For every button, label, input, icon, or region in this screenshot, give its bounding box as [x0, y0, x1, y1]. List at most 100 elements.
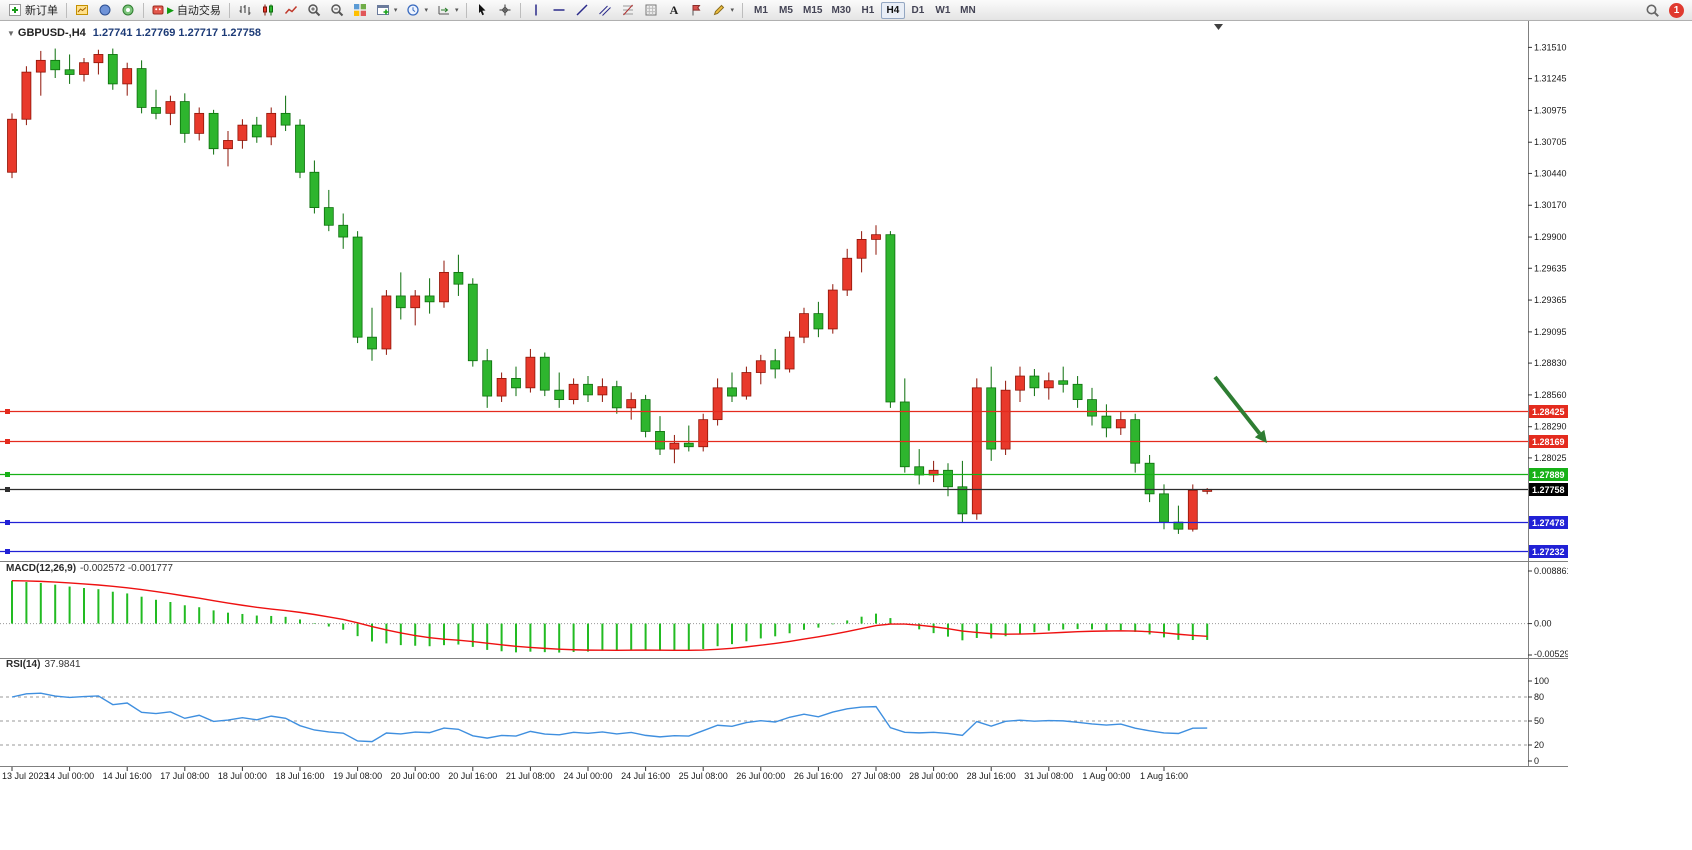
- svg-text:1.28169: 1.28169: [1532, 437, 1565, 447]
- toolbar-separator: [741, 2, 743, 18]
- new-window-icon: [376, 5, 389, 15]
- svg-text:28 Jul 00:00: 28 Jul 00:00: [909, 771, 958, 781]
- chart-icon: [76, 5, 88, 15]
- search-icon: [1646, 4, 1659, 17]
- crosshair-button[interactable]: [494, 1, 516, 20]
- svg-text:26 Jul 00:00: 26 Jul 00:00: [736, 771, 785, 781]
- svg-text:1.30170: 1.30170: [1534, 200, 1567, 210]
- autotrading-play-icon: ▶: [167, 4, 174, 15]
- svg-text:1.28560: 1.28560: [1534, 390, 1567, 400]
- chart-shift-icon: [438, 6, 449, 15]
- zoom-out-button[interactable]: [326, 1, 348, 20]
- trend-arrow[interactable]: [1213, 375, 1262, 435]
- crosshair-icon: [499, 4, 511, 16]
- symbol-text: GBPUSD-,H4: [17, 27, 86, 39]
- search-button[interactable]: [1641, 1, 1664, 20]
- svg-text:14 Jul 00:00: 14 Jul 00:00: [45, 771, 94, 781]
- svg-text:1.27889: 1.27889: [1532, 470, 1565, 480]
- svg-text:1.27232: 1.27232: [1532, 547, 1565, 557]
- autoscroll-button[interactable]: ▾: [402, 1, 432, 20]
- timeframe-w1-button[interactable]: W1: [931, 2, 955, 19]
- candlestick-chart-button[interactable]: [257, 1, 279, 20]
- cursor-icon: [479, 4, 486, 16]
- toolbar-separator: [228, 2, 230, 18]
- svg-text:1.29900: 1.29900: [1534, 232, 1567, 242]
- svg-text:1.30975: 1.30975: [1534, 105, 1567, 115]
- profiles-button[interactable]: [94, 1, 116, 20]
- new-order-label: 新订单: [25, 5, 58, 17]
- toolbar: 新订单 ▶ 自动交易: [0, 0, 1692, 21]
- notification-badge[interactable]: 1: [1669, 2, 1684, 18]
- svg-text:25 Jul 08:00: 25 Jul 08:00: [679, 771, 728, 781]
- chart-shift-button[interactable]: ▾: [433, 1, 463, 20]
- horizontal-line-button[interactable]: [548, 1, 570, 20]
- svg-text:20 Jul 16:00: 20 Jul 16:00: [448, 771, 497, 781]
- new-order-button[interactable]: 新订单: [4, 1, 62, 20]
- dropdown-caret-icon: ▾: [393, 7, 398, 14]
- svg-text:80: 80: [1534, 692, 1544, 702]
- cursor-button[interactable]: [471, 1, 493, 20]
- new-window-button[interactable]: ▾: [372, 1, 402, 20]
- timeframe-mn-button[interactable]: MN: [956, 2, 980, 19]
- svg-text:20: 20: [1534, 740, 1544, 750]
- hlines-group[interactable]: [0, 405, 1568, 558]
- svg-text:1.27478: 1.27478: [1532, 518, 1565, 528]
- svg-text:1 Aug 16:00: 1 Aug 16:00: [1140, 771, 1188, 781]
- text-tool-button[interactable]: A: [663, 1, 684, 20]
- svg-text:18 Jul 16:00: 18 Jul 16:00: [275, 771, 324, 781]
- toolbar-separator: [66, 2, 67, 18]
- svg-text:0.008861: 0.008861: [1534, 566, 1568, 576]
- timeframe-d1-button[interactable]: D1: [906, 2, 930, 19]
- svg-text:24 Jul 16:00: 24 Jul 16:00: [621, 771, 670, 781]
- rsi-label: RSI(14) 37.9841: [6, 659, 81, 670]
- objects-dropdown-button[interactable]: ▾: [708, 1, 738, 20]
- collapse-triangle-icon[interactable]: ▼: [7, 29, 15, 38]
- dropdown-caret-icon: ▾: [424, 7, 428, 14]
- svg-text:19 Jul 08:00: 19 Jul 08:00: [333, 771, 382, 781]
- bar-chart-button[interactable]: [234, 1, 256, 20]
- fibonacci-icon: [623, 4, 634, 16]
- svg-text:27 Jul 08:00: 27 Jul 08:00: [851, 771, 900, 781]
- chart-shift-marker[interactable]: [1214, 24, 1223, 30]
- autotrading-button[interactable]: ▶ 自动交易: [148, 1, 225, 20]
- svg-text:17 Jul 08:00: 17 Jul 08:00: [160, 771, 209, 781]
- candles-group: [7, 48, 1213, 534]
- navigator-button[interactable]: [117, 1, 139, 20]
- trend-arrow-head[interactable]: [1254, 429, 1267, 443]
- arrow-objects-button[interactable]: [685, 1, 707, 20]
- price-chart[interactable]: 1.28425 1.28169 1.27889 1.27758 1.27478 1.272…: [0, 21, 1568, 791]
- macd-values: -0.002572 -0.001777: [80, 563, 173, 574]
- shapes-button[interactable]: [640, 1, 662, 20]
- zoom-out-icon: [331, 4, 344, 17]
- timeframe-m1-button[interactable]: M1: [749, 2, 773, 19]
- tile-windows-button[interactable]: [349, 1, 371, 20]
- zoom-in-button[interactable]: [303, 1, 325, 20]
- chart-symbol-label: ▼ GBPUSD-,H4 1.27741 1.27769 1.27717 1.277…: [7, 27, 261, 39]
- trendline-button[interactable]: [571, 1, 593, 20]
- timeframe-h1-button[interactable]: H1: [856, 2, 880, 19]
- timeframe-m30-button[interactable]: M30: [827, 2, 854, 19]
- svg-text:20 Jul 00:00: 20 Jul 00:00: [391, 771, 440, 781]
- timeframe-h4-button[interactable]: H4: [880, 1, 905, 19]
- svg-text:50: 50: [1534, 716, 1544, 726]
- svg-text:1 Aug 00:00: 1 Aug 00:00: [1082, 771, 1130, 781]
- svg-text:21 Jul 08:00: 21 Jul 08:00: [506, 771, 555, 781]
- navigator-icon: [122, 4, 134, 16]
- svg-text:1.28290: 1.28290: [1534, 422, 1567, 432]
- timeframe-group: M1 M5 M15 M30 H1 H4 D1 W1 MN: [749, 1, 980, 19]
- toolbar-separator: [520, 2, 522, 18]
- fibonacci-button[interactable]: [617, 1, 639, 20]
- svg-text:1.27758: 1.27758: [1532, 485, 1565, 495]
- new-chart-button[interactable]: [71, 1, 93, 20]
- line-chart-button[interactable]: [280, 1, 302, 20]
- svg-text:1.28025: 1.28025: [1534, 453, 1567, 463]
- channel-button[interactable]: [594, 1, 616, 20]
- toolbar-separator: [143, 2, 144, 18]
- timeframe-m5-button[interactable]: M5: [774, 2, 798, 19]
- timeframe-m15-button[interactable]: M15: [799, 2, 826, 19]
- vertical-line-button[interactable]: [525, 1, 547, 20]
- horizontal-line-icon: [553, 9, 565, 11]
- chart-window[interactable]: 1.28425 1.28169 1.27889 1.27758 1.27478 1.272…: [0, 21, 1568, 791]
- tile-windows-icon: [353, 4, 366, 16]
